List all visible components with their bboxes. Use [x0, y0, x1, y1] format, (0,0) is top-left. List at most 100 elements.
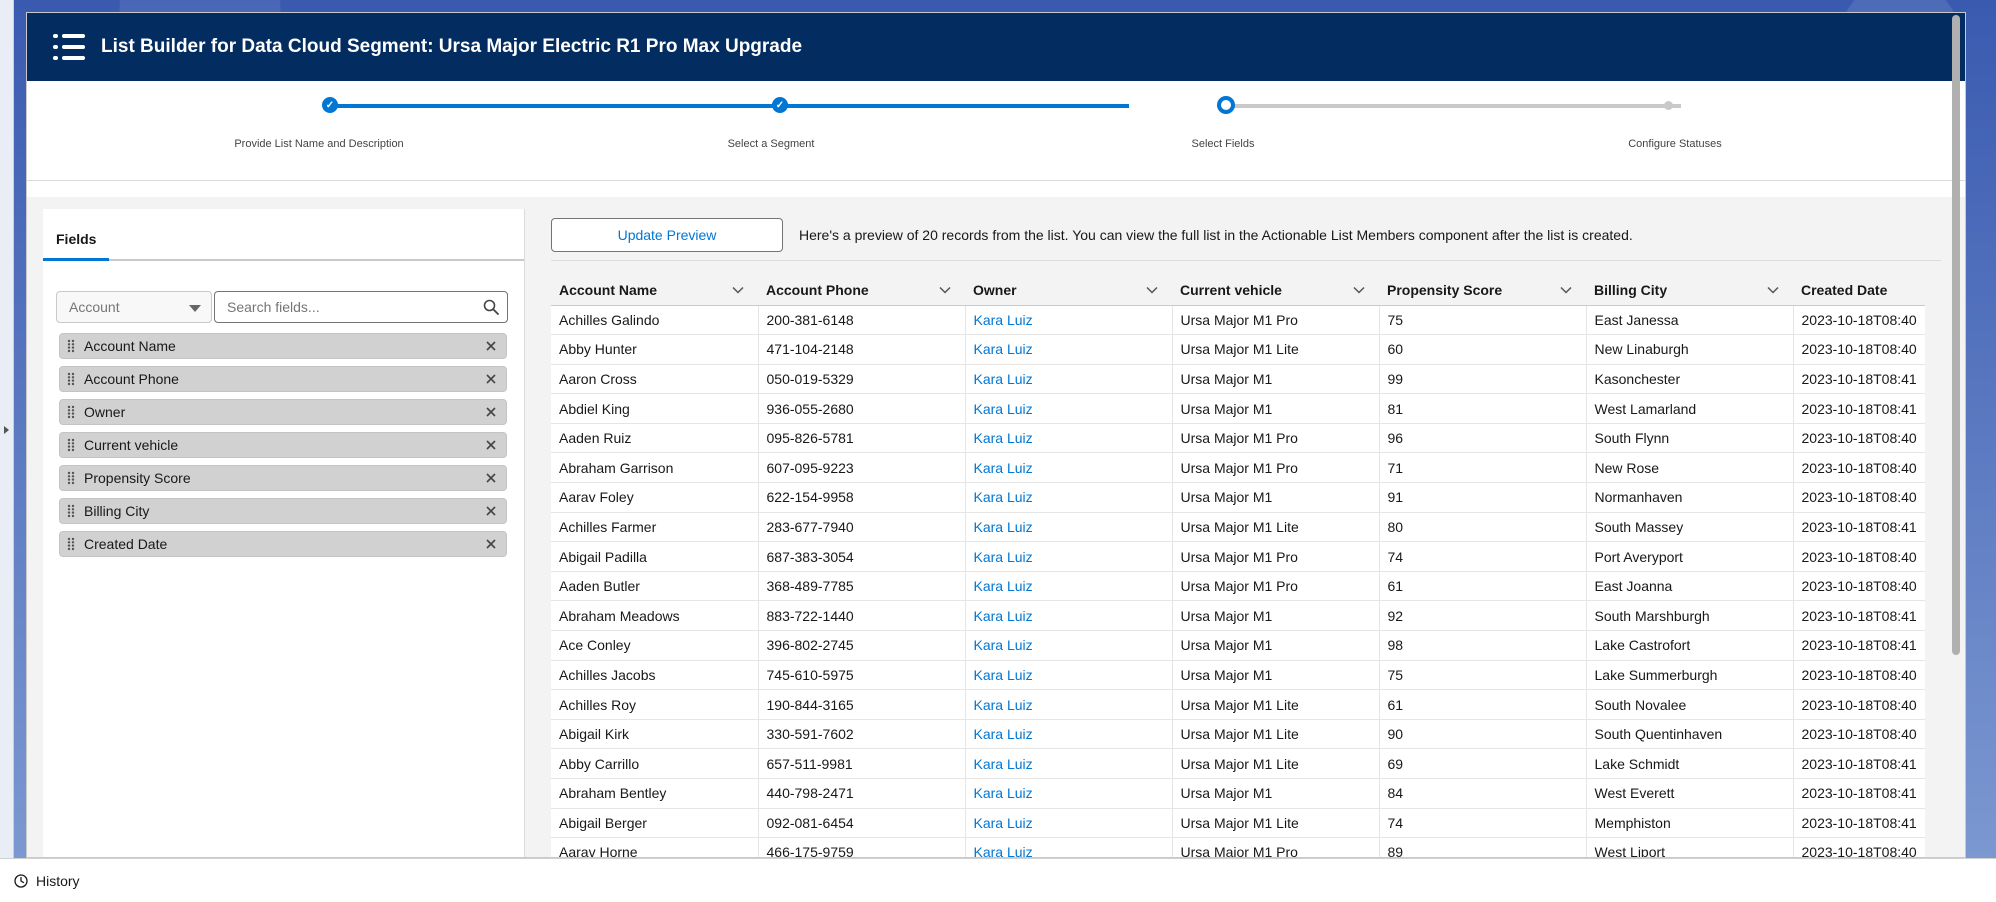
owner-link[interactable]: Kara Luiz [965, 334, 1173, 365]
chevron-down-icon[interactable] [1767, 284, 1779, 296]
field-chip-label: Billing City [84, 503, 150, 519]
close-icon[interactable] [484, 438, 498, 452]
history-button[interactable]: History [36, 872, 80, 889]
drag-handle-icon[interactable] [62, 372, 80, 386]
table-cell: Abdiel King [551, 393, 759, 424]
table-cell: Lake Schmidt [1586, 748, 1794, 779]
update-preview-button[interactable]: Update Preview [551, 217, 783, 252]
step-1-check-icon[interactable]: ✓ [322, 97, 338, 113]
owner-link[interactable]: Kara Luiz [965, 512, 1173, 543]
owner-link[interactable]: Kara Luiz [965, 423, 1173, 454]
step-3-current-indicator[interactable] [1217, 96, 1235, 114]
owner-link[interactable]: Kara Luiz [965, 778, 1173, 809]
owner-link[interactable]: Kara Luiz [965, 630, 1173, 661]
column-header-label: Owner [973, 281, 1017, 298]
table-row: Abdiel King 936-055-2680 Kara Luiz Ursa Maj… [551, 393, 1925, 424]
owner-link[interactable]: Kara Luiz [965, 689, 1173, 720]
table-cell: 2023-10-18T08:40 [1793, 541, 1925, 572]
column-header[interactable]: Owner [965, 275, 1172, 306]
table-cell: Abraham Meadows [551, 600, 759, 632]
field-chip[interactable]: Account Phone [59, 366, 507, 392]
table-row: Aaden Ruiz 095-826-5781 Kara Luiz Ursa Majo… [551, 423, 1925, 454]
column-header[interactable]: Current vehicle [1172, 275, 1379, 306]
drag-handle-icon[interactable] [62, 504, 80, 518]
scrollbar-thumb[interactable] [1952, 15, 1960, 655]
chevron-down-icon[interactable] [1560, 284, 1572, 296]
close-icon[interactable] [484, 405, 498, 419]
table-cell: South Massey [1586, 512, 1794, 543]
owner-link[interactable]: Kara Luiz [965, 305, 1173, 336]
owner-link[interactable]: Kara Luiz [965, 364, 1173, 395]
owner-link[interactable]: Kara Luiz [965, 482, 1173, 513]
owner-link[interactable]: Kara Luiz [965, 837, 1173, 857]
field-chip[interactable]: Owner [59, 399, 507, 425]
column-header[interactable]: Account Name [551, 275, 758, 306]
column-header-label: Created Date [1801, 281, 1888, 298]
table-cell: 2023-10-18T08:40 [1793, 571, 1925, 602]
table-cell: 81 [1379, 393, 1587, 424]
close-icon[interactable] [484, 339, 498, 353]
table-cell: 2023-10-18T08:40 [1793, 305, 1925, 336]
column-header[interactable]: Propensity Score [1379, 275, 1586, 306]
close-icon[interactable] [484, 372, 498, 386]
drag-handle-icon[interactable] [62, 405, 80, 419]
table-cell: Normanhaven [1586, 482, 1794, 513]
close-icon[interactable] [484, 504, 498, 518]
owner-link[interactable]: Kara Luiz [965, 660, 1173, 691]
left-panel-toggle[interactable] [0, 0, 14, 860]
search-icon[interactable] [483, 299, 499, 315]
chevron-down-icon[interactable] [1146, 284, 1158, 296]
step-4-pending-indicator[interactable] [1664, 101, 1673, 110]
chevron-down-icon[interactable] [1353, 284, 1365, 296]
expand-arrow-icon [4, 426, 9, 434]
drag-handle-icon[interactable] [62, 339, 80, 353]
table-cell: Ursa Major M1 Pro [1172, 305, 1380, 336]
table-cell: Ursa Major M1 [1172, 364, 1380, 395]
owner-link[interactable]: Kara Luiz [965, 393, 1173, 424]
tab-fields[interactable]: Fields [43, 223, 110, 261]
owner-link[interactable]: Kara Luiz [965, 541, 1173, 572]
field-chip[interactable]: Billing City [59, 498, 507, 524]
table-row: Achilles Galindo 200-381-6148 Kara Luiz Urs… [551, 305, 1925, 336]
object-select[interactable]: Account [56, 291, 212, 323]
table-cell: 2023-10-18T08:40 [1793, 689, 1925, 720]
table-cell: 745-610-5975 [758, 660, 966, 691]
owner-link[interactable]: Kara Luiz [965, 571, 1173, 602]
search-fields-input[interactable] [215, 292, 465, 322]
step-2-check-icon[interactable]: ✓ [772, 97, 788, 113]
drag-handle-icon[interactable] [62, 438, 80, 452]
field-chip[interactable]: Created Date [59, 531, 507, 557]
table-cell: Abigail Kirk [551, 719, 759, 750]
modal-scrollbar[interactable] [1949, 15, 1963, 675]
owner-link[interactable]: Kara Luiz [965, 808, 1173, 839]
column-header-label: Account Name [559, 281, 658, 298]
table-cell: 936-055-2680 [758, 393, 966, 424]
owner-link[interactable]: Kara Luiz [965, 719, 1173, 750]
table-cell: Ursa Major M1 Pro [1172, 837, 1380, 857]
table-cell: Kasonchester [1586, 364, 1794, 395]
drag-handle-icon[interactable] [62, 471, 80, 485]
table-cell: 90 [1379, 719, 1587, 750]
table-cell: Ursa Major M1 [1172, 660, 1380, 691]
column-header[interactable]: Created Date [1793, 275, 1925, 306]
drag-handle-icon[interactable] [62, 537, 80, 551]
column-header[interactable]: Billing City [1586, 275, 1793, 306]
field-chip[interactable]: Current vehicle [59, 432, 507, 458]
close-icon[interactable] [484, 537, 498, 551]
chevron-down-icon[interactable] [939, 284, 951, 296]
chevron-down-icon[interactable] [732, 284, 744, 296]
field-chip[interactable]: Account Name [59, 333, 507, 359]
preview-table-wrapper[interactable]: Account Name Account Phone Owner Current ve… [551, 275, 1925, 857]
owner-link[interactable]: Kara Luiz [965, 600, 1173, 632]
column-header[interactable]: Account Phone [758, 275, 965, 306]
table-cell: Ursa Major M1 Pro [1172, 541, 1380, 572]
search-fields-box[interactable] [214, 291, 508, 323]
owner-link[interactable]: Kara Luiz [965, 452, 1173, 484]
close-icon[interactable] [484, 471, 498, 485]
table-cell: Ursa Major M1 Lite [1172, 719, 1380, 750]
column-header-label: Account Phone [766, 281, 869, 298]
table-cell: Ursa Major M1 [1172, 630, 1380, 661]
owner-link[interactable]: Kara Luiz [965, 748, 1173, 779]
table-row: Aarav Foley 622-154-9958 Kara Luiz Ursa Maj… [551, 482, 1925, 513]
field-chip[interactable]: Propensity Score [59, 465, 507, 491]
